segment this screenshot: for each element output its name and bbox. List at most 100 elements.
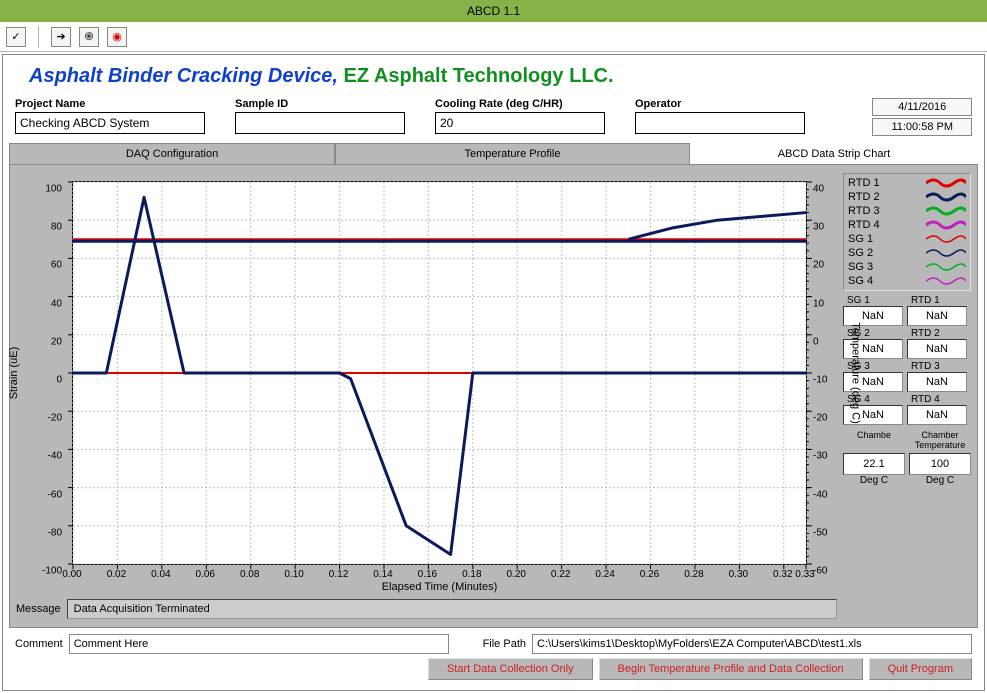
x-tick-label: 0.32 xyxy=(773,569,792,580)
legend-row[interactable]: RTD 1 xyxy=(846,176,968,190)
y-left-tick-label: 80 xyxy=(22,222,62,233)
heading-part2: EZ Asphalt Technology LLC. xyxy=(338,65,614,87)
readout-cell: RTD 3NaN xyxy=(907,361,967,392)
legend-label: SG 2 xyxy=(848,247,873,259)
legend-swatch xyxy=(926,261,966,273)
sample-id-block: Sample ID xyxy=(235,98,405,134)
run-arrow-button[interactable]: ➔ xyxy=(51,27,71,47)
readout-value: NaN xyxy=(907,306,967,326)
y-right-tick-label: -30 xyxy=(813,451,837,462)
legend-row[interactable]: SG 3 xyxy=(846,260,968,274)
quit-program-button[interactable]: Quit Program xyxy=(869,658,972,680)
y-left-tick-label: -60 xyxy=(22,489,62,500)
project-name-block: Project Name xyxy=(15,98,205,134)
y-axis-right: Temperature (deg C) 403020100-10-20-30-4… xyxy=(809,181,837,565)
plot-svg xyxy=(73,182,806,564)
legend-row[interactable]: RTD 4 xyxy=(846,218,968,232)
main-frame: Asphalt Binder Cracking Device, EZ Aspha… xyxy=(2,54,985,691)
legend-row[interactable]: RTD 2 xyxy=(846,190,968,204)
check-button[interactable]: ✓ xyxy=(6,27,26,47)
x-tick-label: 0.00 xyxy=(62,569,81,580)
cooling-rate-input[interactable] xyxy=(435,112,605,134)
operator-label: Operator xyxy=(635,98,805,110)
x-tick-label: 0.33 xyxy=(795,569,814,580)
readout-value: NaN xyxy=(907,405,967,425)
y-right-tick-label: 40 xyxy=(813,184,837,195)
chamber-row: Chambe 22.1 Deg C Chamber Temperature 10… xyxy=(843,431,971,486)
plot-area[interactable] xyxy=(72,181,807,565)
x-tick-label: 0.14 xyxy=(373,569,392,580)
x-tick-label: 0.18 xyxy=(462,569,481,580)
readout-label: RTD 1 xyxy=(907,295,967,306)
legend-label: SG 1 xyxy=(848,233,873,245)
x-tick-label: 0.22 xyxy=(551,569,570,580)
readout-cell: RTD 2NaN xyxy=(907,328,967,359)
x-tick-label: 0.24 xyxy=(595,569,614,580)
legend-swatch xyxy=(926,177,966,189)
x-tick-label: 0.10 xyxy=(284,569,303,580)
stop-record-button[interactable]: ◉ xyxy=(107,27,127,47)
app-heading: Asphalt Binder Cracking Device, EZ Aspha… xyxy=(9,59,978,98)
y-axis-left: Strain (uE) 100806040200-20-40-60-80-100 xyxy=(16,181,70,565)
project-name-label: Project Name xyxy=(15,98,205,110)
legend-label: RTD 1 xyxy=(848,177,880,189)
x-tick-label: 0.20 xyxy=(507,569,526,580)
config-button[interactable]: ֎ xyxy=(79,27,99,47)
x-tick-label: 0.12 xyxy=(329,569,348,580)
x-tick-label: 0.04 xyxy=(151,569,170,580)
chamber-left-value: 22.1 xyxy=(843,453,905,475)
legend-row[interactable]: RTD 3 xyxy=(846,204,968,218)
operator-input[interactable] xyxy=(635,112,805,134)
readout-grid: SG 1NaNRTD 1NaNSG 2NaNRTD 2NaNSG 3NaNRTD… xyxy=(843,295,971,425)
readout-value: NaN xyxy=(907,339,967,359)
sample-id-label: Sample ID xyxy=(235,98,405,110)
fields-row: Project Name Sample ID Cooling Rate (deg… xyxy=(9,98,978,142)
cooling-rate-block: Cooling Rate (deg C/HR) xyxy=(435,98,605,134)
y-left-tick-label: -80 xyxy=(22,527,62,538)
chamber-left-unit: Deg C xyxy=(843,475,905,486)
y-left-tick-label: 40 xyxy=(22,298,62,309)
y-right-tick-label: -10 xyxy=(813,375,837,386)
sample-id-input[interactable] xyxy=(235,112,405,134)
x-tick-label: 0.30 xyxy=(729,569,748,580)
legend-row[interactable]: SG 4 xyxy=(846,274,968,288)
start-data-collection-button[interactable]: Start Data Collection Only xyxy=(428,658,593,680)
chamber-left: Chambe 22.1 Deg C xyxy=(843,431,905,486)
legend-row[interactable]: SG 2 xyxy=(846,246,968,260)
datetime-block: 4/11/2016 11:00:58 PM xyxy=(872,98,972,138)
y-left-tick-label: 60 xyxy=(22,260,62,271)
legend-row[interactable]: SG 1 xyxy=(846,232,968,246)
message-row: Message Data Acquisition Terminated xyxy=(16,599,837,619)
legend-swatch xyxy=(926,191,966,203)
legend-label: SG 3 xyxy=(848,261,873,273)
y-right-tick-label: -50 xyxy=(813,527,837,538)
main-panel: Strain (uE) 100806040200-20-40-60-80-100… xyxy=(9,164,978,628)
begin-temp-profile-button[interactable]: Begin Temperature Profile and Data Colle… xyxy=(599,658,863,680)
time-display: 11:00:58 PM xyxy=(872,118,972,136)
y-right-tick-label: 30 xyxy=(813,222,837,233)
x-tick-label: 0.06 xyxy=(196,569,215,580)
cooling-rate-label: Cooling Rate (deg C/HR) xyxy=(435,98,605,110)
tab-daq-config[interactable]: DAQ Configuration xyxy=(9,143,335,164)
y-left-tick-label: 20 xyxy=(22,336,62,347)
window-title-bar: ABCD 1.1 xyxy=(0,0,987,22)
legend-swatch xyxy=(926,247,966,259)
tab-temperature-profile[interactable]: Temperature Profile xyxy=(335,143,690,164)
chamber-left-label: Chambe xyxy=(843,431,905,453)
comment-input[interactable] xyxy=(69,634,449,654)
y-left-tick-label: -100 xyxy=(22,566,62,577)
chamber-right-value: 100 xyxy=(909,453,971,475)
legend-label: RTD 4 xyxy=(848,219,880,231)
tab-abcd-strip-chart[interactable]: ABCD Data Strip Chart xyxy=(690,144,978,164)
legend-swatch xyxy=(926,205,966,217)
heading-part1: Asphalt Binder Cracking Device, xyxy=(29,65,338,87)
toolbar: ✓ ➔ ֎ ◉ xyxy=(0,22,987,52)
chamber-right-unit: Deg C xyxy=(909,475,971,486)
filepath-input[interactable] xyxy=(532,634,972,654)
legend-swatch xyxy=(926,233,966,245)
message-label: Message xyxy=(16,603,61,615)
message-box: Data Acquisition Terminated xyxy=(67,599,837,619)
y-right-tick-label: -60 xyxy=(813,566,837,577)
project-name-input[interactable] xyxy=(15,112,205,134)
chamber-right: Chamber Temperature 100 Deg C xyxy=(909,431,971,486)
